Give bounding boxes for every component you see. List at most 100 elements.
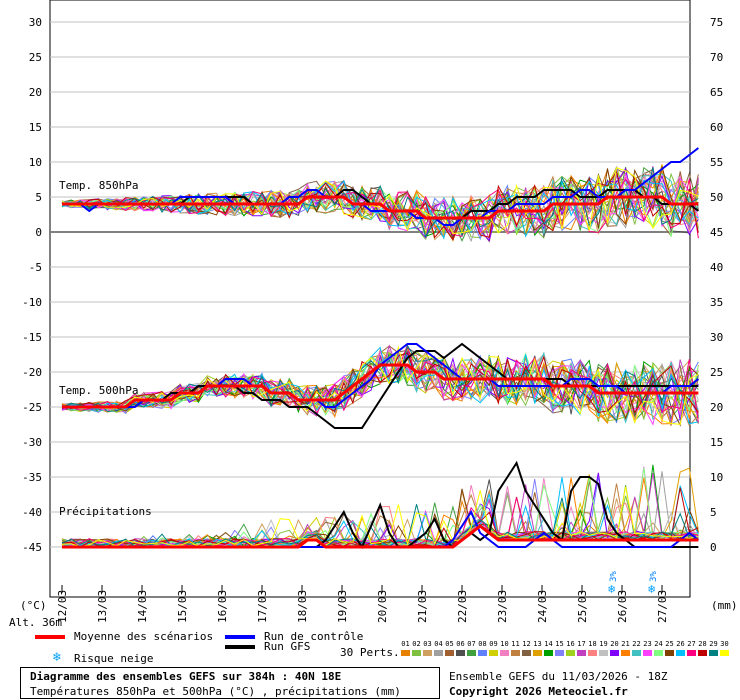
- left-tick-label: 25: [29, 51, 42, 64]
- series-precip: [62, 524, 699, 549]
- x-tick-label: 23/03: [496, 590, 509, 623]
- footer-title: Diagramme des ensembles GEFS sur 384h : …: [30, 670, 342, 683]
- perturbation-swatch: [478, 650, 487, 656]
- panel-label-t500: Temp. 500hPa: [59, 384, 138, 397]
- perturbation-code: 28: [698, 640, 707, 648]
- perturbation-swatch: [434, 650, 443, 656]
- perturbation-swatch: [511, 650, 520, 656]
- member-line: [61, 497, 699, 548]
- perturbation-code: 15: [555, 640, 564, 648]
- legend-control-label: Run de contrôle: [264, 630, 364, 643]
- right-tick-label: 75: [710, 16, 723, 29]
- perturbation-code: 24: [654, 640, 663, 648]
- perturbation-code: 07: [467, 640, 476, 648]
- x-tick-label: 17/03: [256, 590, 269, 623]
- perturbation-code: 01: [401, 640, 410, 648]
- plot-frame: [49, 0, 691, 598]
- left-tick-label: -20: [22, 366, 42, 379]
- perturbation-code: 09: [489, 640, 498, 648]
- x-axis: 12/03 13/03 14/03 15/03 16/03 17/03 18/03 19/03…: [56, 585, 669, 623]
- right-tick-label: 55: [710, 156, 723, 169]
- perturbation-swatch: [401, 650, 410, 656]
- left-tick-label: -5: [29, 261, 42, 274]
- x-tick-label: 19/03: [336, 590, 349, 623]
- perturbation-swatch: [709, 650, 718, 656]
- legend-control-swatch: [225, 635, 255, 639]
- perturbation-swatch: [544, 650, 553, 656]
- left-tick-label: 20: [29, 86, 42, 99]
- perturbation-code: 08: [478, 640, 487, 648]
- snow-risk-icon: ❄: [648, 582, 655, 596]
- x-tick-label: 25/03: [576, 590, 589, 623]
- member-line: [61, 178, 699, 239]
- perturbation-swatch: [621, 650, 630, 656]
- x-tick-label: 15/03: [176, 590, 189, 623]
- member-line: [61, 486, 699, 548]
- perturbation-code: 05: [445, 640, 454, 648]
- left-tick-label: -15: [22, 331, 42, 344]
- perturbation-code: 02: [412, 640, 421, 648]
- perturbation-swatch: [412, 650, 421, 656]
- legend-mean-label: Moyenne des scénarios: [74, 630, 214, 643]
- perturbation-code: 03: [423, 640, 432, 648]
- snow-risk-percent: 3%: [649, 571, 659, 582]
- perturbation-code: 23: [643, 640, 652, 648]
- main-series: [62, 147, 699, 550]
- perturbation-code: 26: [676, 640, 685, 648]
- member-line: [61, 165, 699, 241]
- left-tick-label: -30: [22, 436, 42, 449]
- perturbation-strip: 01 02 03 04 05 06 07 08 09 10 11 12 13 14 15 16 17 18 19 20…: [400, 640, 730, 660]
- perturbation-swatch: [555, 650, 564, 656]
- perturbation-swatch: [489, 650, 498, 656]
- right-tick-label: 70: [710, 51, 723, 64]
- perturbation-swatch: [632, 650, 641, 656]
- x-tick-label: 26/03: [616, 590, 629, 623]
- snowflake-icon: ❄: [53, 650, 61, 665]
- left-tick-label: -25: [22, 401, 42, 414]
- right-tick-label: 60: [710, 121, 723, 134]
- panel-label-t850: Temp. 850hPa: [59, 179, 138, 192]
- perturbation-code: 21: [621, 640, 630, 648]
- member-line: [61, 344, 699, 422]
- perturbation-swatch: [467, 650, 476, 656]
- left-tick-label: 5: [35, 191, 42, 204]
- right-tick-label: 30: [710, 331, 723, 344]
- legend-gfs-label: Run GFS: [264, 640, 311, 653]
- footer-subtitle: Températures 850hPa et 500hPa (°C) , pré…: [30, 685, 401, 698]
- x-tick-label: 22/03: [456, 590, 469, 623]
- right-tick-label: 45: [710, 226, 723, 239]
- member-line: [61, 179, 699, 240]
- perturbation-code: 14: [544, 640, 553, 648]
- perturbation-swatch: [720, 650, 729, 656]
- right-tick-label: 20: [710, 401, 723, 414]
- left-tick-label: -40: [22, 506, 42, 519]
- perturbation-code: 20: [610, 640, 619, 648]
- left-tick-label: 0: [35, 226, 42, 239]
- left-axis: 30 25 20 15 10 5 0 -5 -10 -15 -20 -25 -30 -35 -40 -45: [22, 16, 42, 554]
- right-tick-label: 40: [710, 261, 723, 274]
- perturbations-label: 30 Perts.: [340, 646, 400, 659]
- snow-risk-icon: ❄: [608, 582, 615, 596]
- right-tick-label: 10: [710, 471, 723, 484]
- run-info: Ensemble GEFS du 11/03/2026 - 18Z: [449, 670, 668, 683]
- perturbation-swatch: [445, 650, 454, 656]
- perturbation-swatch: [676, 650, 685, 656]
- series-t850: [62, 195, 699, 220]
- perturbation-code: 25: [665, 640, 674, 648]
- member-line: [61, 356, 699, 425]
- right-tick-label: 15: [710, 436, 723, 449]
- perturbation-swatch: [423, 650, 432, 656]
- x-tick-label: 21/03: [416, 590, 429, 623]
- snow-risk-percent: 3%: [609, 571, 619, 582]
- member-line: [61, 352, 699, 416]
- perturbation-swatch: [665, 650, 674, 656]
- perturbation-code: 11: [511, 640, 520, 648]
- perturbation-swatch: [566, 650, 575, 656]
- left-tick-label: 15: [29, 121, 42, 134]
- right-tick-label: 50: [710, 191, 723, 204]
- member-line: [61, 487, 699, 548]
- perturbation-swatch: [456, 650, 465, 656]
- right-axis-unit: (mm): [711, 599, 738, 612]
- x-tick-label: 16/03: [216, 590, 229, 623]
